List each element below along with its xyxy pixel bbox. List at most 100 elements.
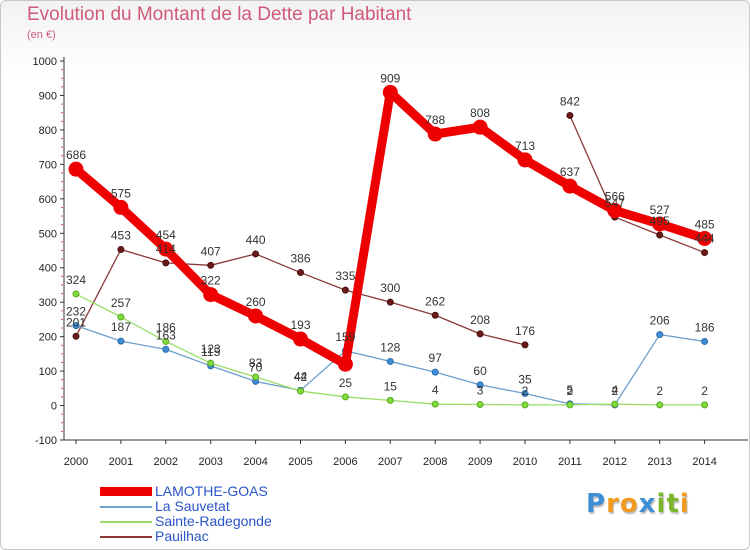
series-line-segment	[569, 114, 616, 218]
data-point	[427, 126, 443, 142]
x-tick-label: 2003	[198, 456, 222, 468]
data-label-pauilhac: 176	[515, 324, 535, 338]
series-line-segment	[614, 333, 661, 406]
data-point	[386, 357, 394, 365]
series-line-segment	[210, 362, 257, 378]
data-label-lamothe-goas: 527	[650, 203, 670, 217]
x-tick-label: 2012	[603, 456, 627, 468]
data-point	[476, 330, 484, 338]
data-label-lamothe-goas: 637	[560, 165, 580, 179]
data-point	[701, 249, 709, 257]
data-label-pauilhac: 440	[246, 233, 266, 247]
data-label-lamothe-goas: 808	[470, 106, 490, 120]
series-line-segment	[165, 340, 212, 364]
data-label-pauilhac: 335	[335, 269, 355, 283]
data-label-pauilhac: 495	[650, 214, 670, 228]
data-point	[431, 368, 439, 376]
x-tick-label: 2006	[333, 456, 357, 468]
series-line-segment	[299, 271, 347, 291]
data-point	[386, 298, 394, 306]
legend-label: La Sauvetat	[155, 498, 230, 514]
data-label-sainte-radegonde: 186	[156, 320, 176, 334]
data-point	[341, 393, 349, 401]
series-line-segment	[254, 376, 302, 392]
series-line-segment	[520, 155, 575, 191]
data-label-sainte-radegonde: 257	[111, 296, 131, 310]
data-point	[517, 152, 533, 168]
data-point	[113, 199, 129, 215]
series-line-segment	[75, 248, 122, 337]
data-label-la-sauvetat: 2	[611, 384, 618, 398]
data-point	[701, 401, 709, 409]
data-label-sainte-radegonde: 123	[201, 342, 221, 356]
series-line-segment	[340, 87, 395, 369]
series-line-segment	[120, 248, 167, 264]
series-line-segment	[165, 348, 212, 367]
y-tick-label: 700	[39, 159, 57, 171]
y-tick-label: 900	[39, 90, 57, 102]
legend-swatch	[100, 520, 152, 523]
data-point	[656, 231, 664, 239]
data-label-sainte-radegonde: 83	[249, 356, 263, 370]
logo-letter: o	[619, 489, 639, 519]
series-sainte-radegonde	[72, 290, 709, 409]
legend-swatch	[100, 505, 152, 508]
series-line-segment	[120, 340, 167, 351]
data-point	[72, 322, 80, 330]
series-line-segment	[165, 262, 212, 266]
y-tick-label: 1000	[33, 56, 57, 68]
data-point	[68, 161, 84, 177]
data-label-la-sauvetat: 44	[294, 369, 308, 383]
data-label-pauilhac: 300	[380, 281, 400, 295]
legend-item: Pauilhac	[100, 529, 272, 544]
data-point	[252, 373, 260, 381]
series-line-segment	[430, 122, 485, 139]
data-label-lamothe-goas: 454	[156, 228, 176, 242]
series-line-segment	[434, 371, 481, 386]
data-label-sainte-radegonde: 2	[522, 384, 529, 398]
data-point	[476, 401, 484, 409]
data-point	[431, 400, 439, 408]
data-label-la-sauvetat: 186	[695, 320, 715, 334]
logo-letter: x	[638, 489, 657, 519]
data-point	[117, 313, 125, 321]
series-line-segment	[389, 360, 436, 373]
data-label-sainte-radegonde: 2	[701, 384, 708, 398]
series-line-segment	[479, 384, 526, 395]
series-line-segment	[344, 350, 391, 363]
series-line-segment	[524, 392, 571, 405]
data-label-lamothe-goas: 193	[290, 318, 310, 332]
data-point	[382, 84, 398, 100]
data-point	[566, 111, 574, 119]
chart-title: Evolution du Montant de la Dette par Hab…	[27, 4, 412, 25]
data-label-lamothe-goas: 788	[425, 113, 445, 127]
series-line-segment	[614, 403, 661, 406]
x-tick-label: 2009	[468, 456, 492, 468]
y-tick-label: 200	[39, 332, 57, 344]
data-point	[117, 245, 125, 253]
data-label-sainte-radegonde: 3	[477, 384, 484, 398]
series-line-segment	[210, 365, 257, 383]
data-point	[472, 119, 488, 135]
series-line-segment	[71, 164, 126, 212]
data-point	[207, 261, 215, 269]
y-tick-label: 300	[39, 297, 57, 309]
series-line-segment	[254, 253, 302, 274]
data-point	[697, 230, 713, 246]
data-label-la-sauvetat: 163	[156, 328, 176, 342]
data-point	[341, 286, 349, 294]
data-label-la-sauvetat: 35	[518, 372, 532, 386]
x-tick-label: 2013	[647, 456, 671, 468]
y-tick-label: 100	[39, 366, 57, 378]
data-point	[611, 400, 619, 408]
data-label-la-sauvetat: 5	[567, 383, 574, 397]
data-point	[431, 311, 439, 319]
data-point	[203, 287, 219, 303]
data-point	[297, 269, 304, 277]
chart-subtitle: (en €)	[27, 29, 56, 41]
data-label-pauilhac: 444	[695, 232, 715, 246]
data-point	[607, 203, 623, 219]
series-line-segment	[116, 202, 171, 254]
legend-label: Sainte-Radegonde	[155, 513, 272, 529]
